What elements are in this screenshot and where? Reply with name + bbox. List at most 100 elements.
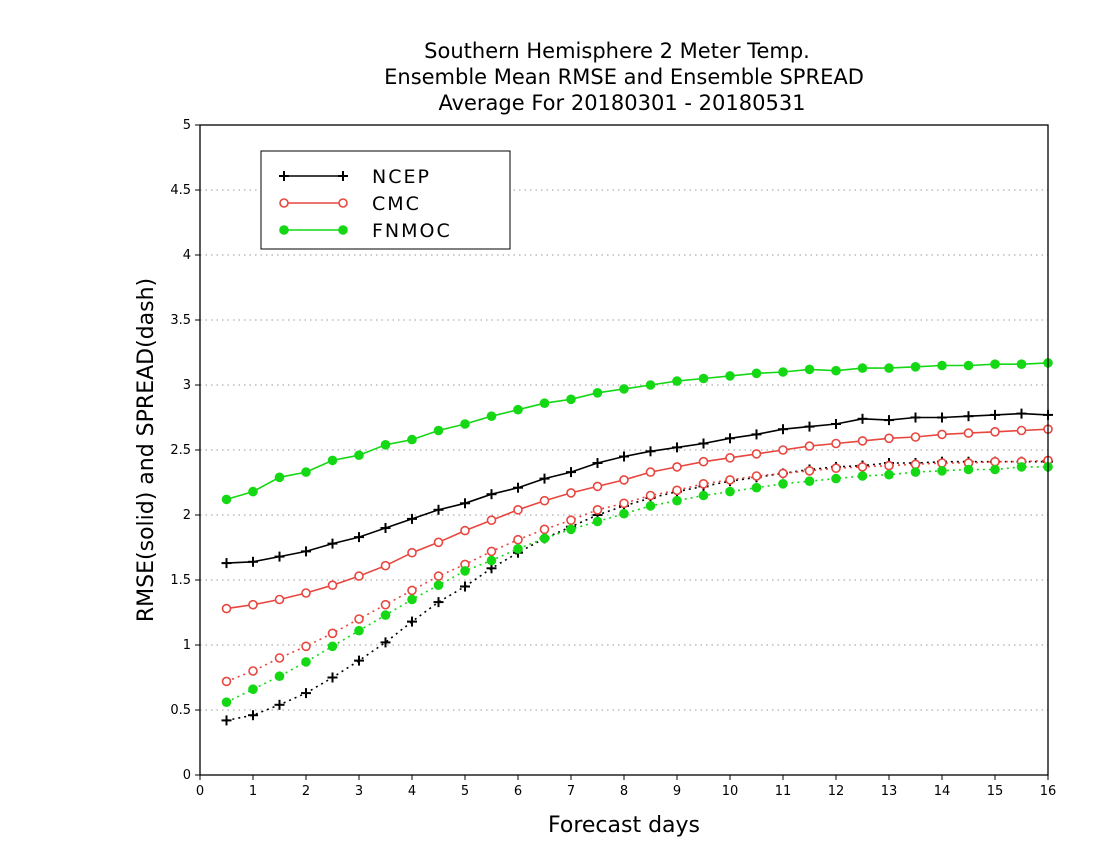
spread-point-fnmoc [619,508,629,519]
rmse-point-ncep [327,538,338,549]
x-tick-label: 5 [461,784,469,799]
spread-point-ncep [354,655,364,666]
x-tick-label: 12 [828,784,845,799]
x-axis-label: Forecast days [548,813,700,838]
legend-label-fnmoc: FNMOC [372,220,452,242]
rmse-point-ncep [592,458,603,468]
rmse-point-fnmoc [566,394,576,405]
y-tick-label: 0 [183,768,191,783]
spread-point-cmc [910,459,921,470]
rmse-point-cmc [433,537,444,548]
rmse-point-ncep [1016,408,1027,419]
spread-point-cmc [354,614,364,624]
spread-point-ncep [380,637,391,648]
rmse-point-cmc [486,515,497,526]
spread-point-cmc [301,641,311,652]
legend-marker-ncep [338,171,348,181]
y-tick-label: 0.5 [170,703,191,718]
rmse-point-cmc [725,452,735,463]
spread-point-fnmoc [274,671,285,681]
rmse-point-ncep [857,413,868,424]
rmse-point-cmc [831,438,841,449]
rmse-point-ncep [354,532,364,543]
spread-point-fnmoc [221,697,232,707]
spread-point-cmc [486,546,497,557]
rmse-point-cmc [354,571,364,581]
rmse-point-fnmoc [221,494,232,505]
rmse-point-fnmoc [698,373,709,384]
rmse-point-fnmoc [513,404,523,415]
rmse-point-ncep [433,504,444,515]
spread-point-fnmoc [963,464,974,475]
spread-point-ncep [433,597,444,608]
rmse-point-cmc [884,433,894,444]
rmse-line-fnmoc [226,362,1049,501]
spread-point-fnmoc [407,594,417,605]
rmse-point-cmc [274,594,285,605]
rmse-point-ncep [804,421,815,432]
rmse-point-fnmoc [486,411,497,422]
rmse-point-cmc [301,588,311,598]
chart-title-line-3: Average For 20180301 - 20180531 [438,91,805,115]
rmse-point-fnmoc [592,388,603,398]
rmse-point-fnmoc [884,363,894,373]
rmse-point-cmc [645,467,656,477]
spread-point-cmc [751,471,762,481]
x-tick-label: 15 [987,784,1004,799]
spread-point-cmc [433,571,444,581]
rmse-point-fnmoc [619,384,629,394]
spread-point-fnmoc [831,473,841,484]
x-tick-label: 7 [567,784,575,799]
x-tick-label: 0 [196,784,204,799]
rmse-point-fnmoc [1016,359,1027,370]
spread-point-cmc [248,666,258,676]
rmse-line-cmc [226,428,1049,610]
rmse-point-cmc [910,432,921,442]
spread-point-fnmoc [672,495,682,506]
rmse-point-cmc [937,429,947,440]
rmse-point-cmc [751,449,762,459]
x-tick-label: 9 [673,784,681,799]
spread-point-ncep [274,699,285,710]
legend-marker-ncep [279,171,289,181]
rmse-point-ncep [645,446,656,457]
x-tick-label: 8 [620,784,628,799]
legend-item-ncep: NCEP [279,166,429,188]
y-tick-label: 2.5 [170,443,191,458]
rmse-point-cmc [990,426,1000,437]
spread-point-cmc [645,490,656,501]
rmse-point-ncep [407,513,417,524]
x-tick-label: 4 [408,784,416,799]
spread-point-cmc [672,485,682,496]
spread-point-fnmoc [990,464,1000,475]
rmse-point-cmc [221,603,232,614]
plot-series [221,358,1053,726]
rmse-point-fnmoc [751,368,762,379]
spread-point-cmc [725,475,735,485]
spread-point-fnmoc [725,486,735,497]
x-tick-label: 3 [355,784,363,799]
rmse-point-fnmoc [460,419,470,429]
x-tick-label: 6 [514,784,522,799]
spread-point-cmc [566,515,576,526]
spread-point-fnmoc [354,625,364,636]
rmse-point-ncep [539,473,550,484]
y-tick-label: 2 [183,508,191,523]
spread-point-fnmoc [380,610,391,620]
rmse-point-fnmoc [963,360,974,371]
rmse-point-cmc [248,599,258,610]
rmse-point-ncep [221,558,232,569]
spread-point-ncep [407,616,417,627]
rmse-point-fnmoc [327,455,338,466]
spread-point-fnmoc [857,471,868,481]
x-tick-label: 1 [249,784,257,799]
rmse-point-ncep [910,412,921,423]
series-ncep [221,408,1053,726]
spread-point-fnmoc [751,482,762,493]
spread-point-ncep [221,715,232,726]
rmse-point-cmc [698,456,709,467]
x-tick-label: 16 [1040,784,1057,799]
spread-line-cmc [226,459,1049,683]
spread-point-fnmoc [778,479,788,489]
y-tick-label: 1 [183,638,191,653]
